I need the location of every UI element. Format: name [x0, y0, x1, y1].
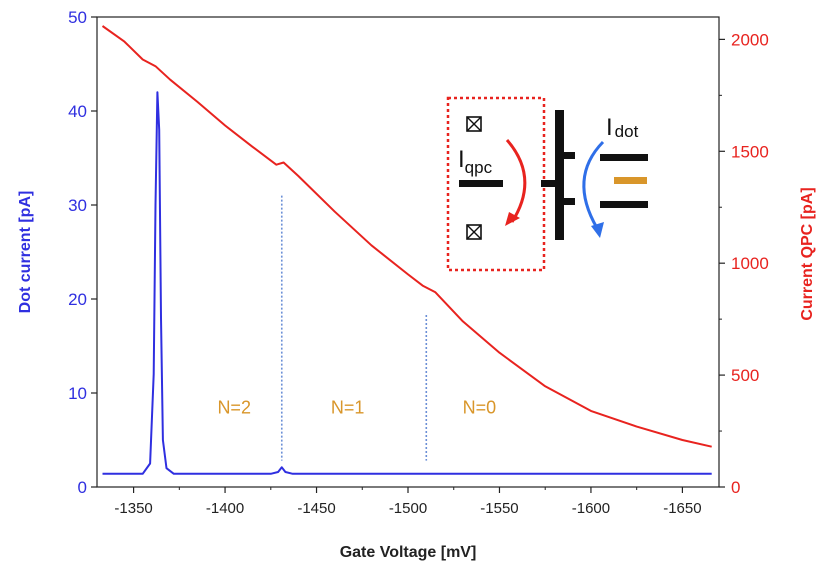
left-axis: 0 10 20 30 40 50 [68, 8, 97, 497]
right-tick-label: 500 [731, 366, 759, 385]
gate-finger-middle [541, 180, 556, 187]
contact-bottom-icon [466, 224, 482, 240]
left-y-axis-label: Dot current [pA] [17, 191, 34, 314]
region-label: N=0 [463, 398, 497, 418]
center-gate [555, 110, 564, 240]
data-series [101, 25, 712, 475]
dot-level-bottom [600, 201, 648, 208]
bottom-tick-label: -1650 [663, 500, 701, 517]
qpc-current-label: Iqpc [458, 146, 493, 177]
contact-top-icon [466, 116, 482, 132]
dot-current-line [102, 91, 712, 475]
dot-level-middle [614, 177, 647, 184]
right-y-axis-label: Current QPC [pA] [799, 187, 816, 320]
transition-lines [280, 195, 428, 461]
left-tick-label: 20 [68, 290, 87, 309]
dot-level-top [600, 154, 648, 161]
dot-current-arrow [582, 140, 605, 229]
right-tick-label: 1500 [731, 142, 769, 161]
right-tick-label: 1000 [731, 254, 769, 273]
region-label: N=1 [331, 398, 365, 418]
qpc-arrow-head [505, 212, 520, 226]
region-labels: N=2 N=1 N=0 [217, 398, 496, 418]
bottom-tick-label: -1550 [480, 500, 518, 517]
bottom-tick-label: -1450 [297, 500, 335, 517]
bottom-tick-label: -1500 [389, 500, 427, 517]
right-axis: 0 500 1000 1500 2000 [719, 30, 769, 497]
left-tick-label: 30 [68, 196, 87, 215]
right-tick-label: 0 [731, 478, 740, 497]
gate-finger-top [563, 152, 575, 159]
bottom-tick-label: -1400 [206, 500, 244, 517]
plot-frame [96, 16, 720, 488]
bottom-axis: -1350 -1400 -1450 -1500 -1550 -1600 -1650 [114, 487, 702, 517]
dot-arrow-head [591, 222, 604, 238]
qpc-gate [459, 180, 503, 187]
left-tick-label: 50 [68, 8, 87, 27]
bottom-tick-label: -1600 [572, 500, 610, 517]
gate-finger-bottom [563, 198, 575, 205]
bottom-tick-label: -1350 [114, 500, 152, 517]
right-tick-label: 2000 [731, 30, 769, 49]
qpc-current-arrow [505, 139, 527, 223]
plot-area [96, 16, 720, 488]
left-tick-label: 10 [68, 384, 87, 403]
left-tick-label: 40 [68, 102, 87, 121]
left-tick-label: 0 [78, 478, 87, 497]
qpc-current-line [101, 25, 712, 448]
x-axis-label: Gate Voltage [mV] [340, 544, 477, 561]
region-label: N=2 [217, 398, 251, 418]
